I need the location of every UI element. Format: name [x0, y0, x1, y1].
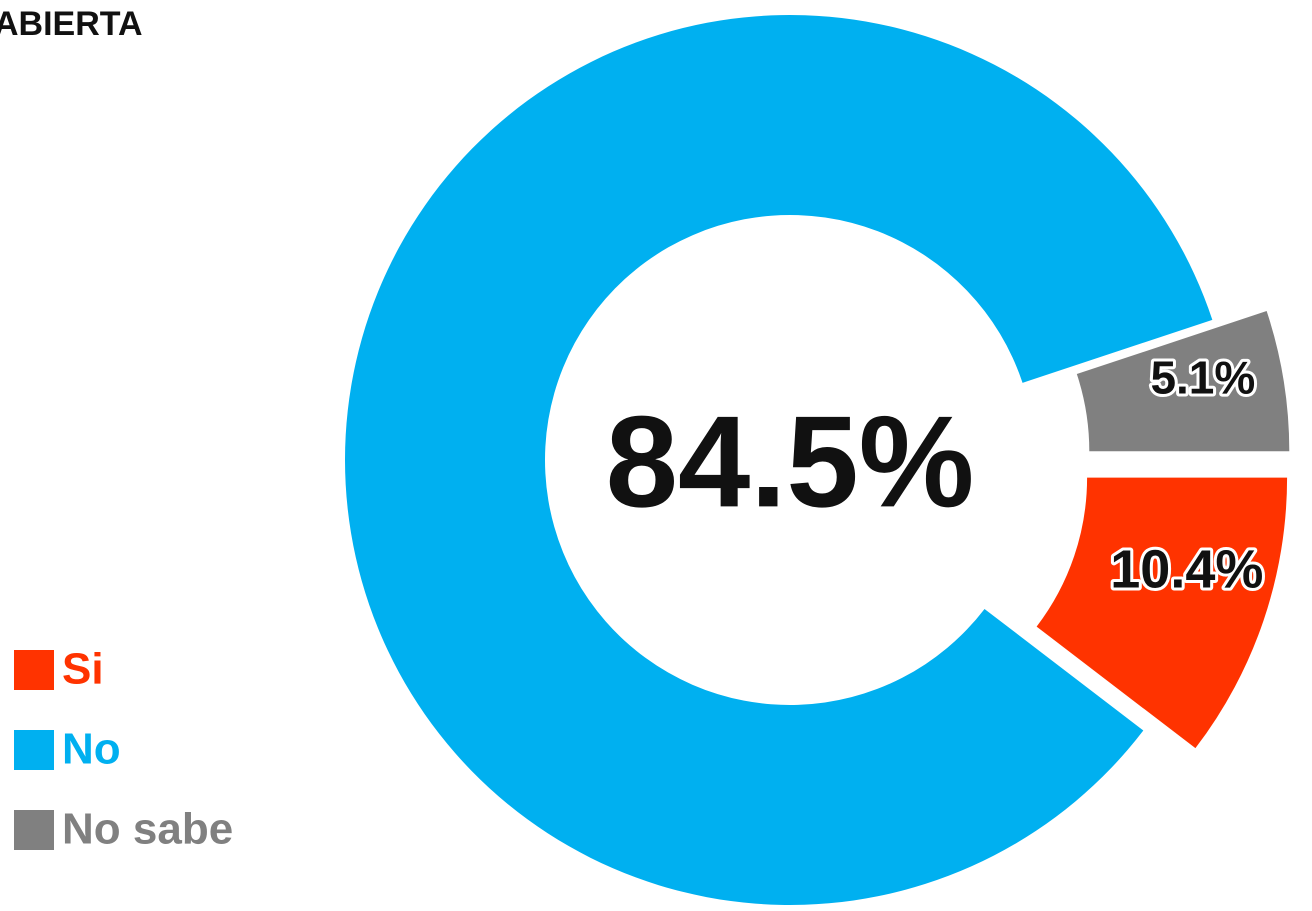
center-label: 84.5%: [606, 388, 975, 534]
slice-label: 5.1%: [1150, 351, 1255, 403]
legend-label: Si: [62, 645, 104, 694]
slice-label: 10.4%: [1110, 540, 1263, 600]
legend-swatch: [14, 810, 54, 850]
legend-label: No: [62, 725, 121, 774]
chart-title: ABIERTA: [0, 5, 143, 43]
legend-label: No sabe: [62, 805, 233, 854]
legend-swatch: [14, 650, 54, 690]
donut-slice: [345, 14, 1213, 906]
donut-slice: [1076, 311, 1290, 452]
legend-swatch: [14, 730, 54, 770]
donut-slice: [1036, 477, 1288, 749]
